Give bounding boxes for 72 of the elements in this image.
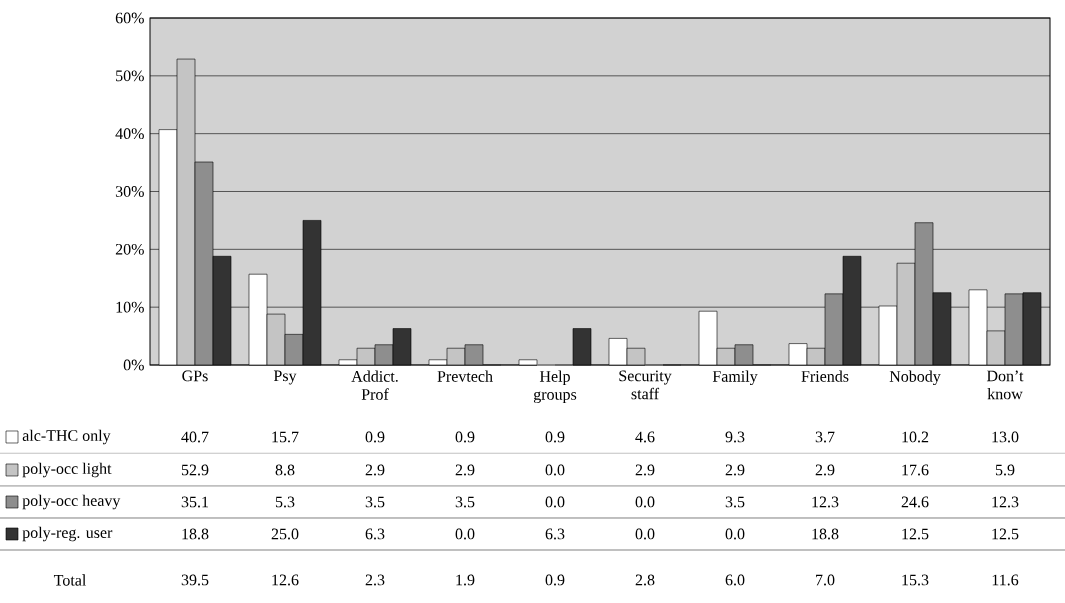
y-tick-label: 10% xyxy=(116,301,144,313)
text: Total xyxy=(53,574,87,586)
x-tick-label: Security staff xyxy=(619,370,672,400)
data-label: 3.5 xyxy=(365,496,385,508)
data-label: 9.3 xyxy=(725,431,745,443)
legend-label: alc-THC only xyxy=(22,429,111,445)
data-label: 40.7 xyxy=(181,431,209,443)
text: 12.6 xyxy=(272,574,299,586)
data-label: 0.0 xyxy=(545,464,565,476)
data-label: 0.0 xyxy=(725,528,745,540)
data-label: 2.9 xyxy=(365,464,385,476)
x-tick-label: Nobody xyxy=(889,370,941,386)
data-label: 0.0 xyxy=(545,496,565,508)
data-label: 12.3 xyxy=(992,496,1019,508)
x-tick-label: Prevtech xyxy=(437,370,493,382)
data-label: 52.9 xyxy=(181,464,209,476)
data-label: 13.0 xyxy=(992,431,1019,443)
text: 7.0 xyxy=(816,574,835,586)
x-tick-label: Addict. Prof xyxy=(351,370,398,400)
data-label: 24.6 xyxy=(901,496,929,508)
x-tick-label: GPs xyxy=(182,370,208,382)
legend-label: poly-occ heavy xyxy=(22,494,121,510)
data-label: 18.8 xyxy=(182,528,209,540)
data-label: 17.6 xyxy=(902,464,929,476)
text: 11.6 xyxy=(992,574,1019,586)
data-label: 4.6 xyxy=(635,431,655,443)
legend-label: poly-reg. user xyxy=(22,526,113,542)
data-label: 35.1 xyxy=(181,496,209,508)
data-label: 5.9 xyxy=(995,464,1015,476)
data-label: 18.8 xyxy=(812,528,839,540)
text: 1.9 xyxy=(456,574,475,586)
y-tick-label: 0% xyxy=(123,359,144,371)
data-label: 0.9 xyxy=(455,431,475,443)
text: 0.9 xyxy=(545,574,565,586)
text: 15.3 xyxy=(902,574,929,586)
data-label: 2.9 xyxy=(455,464,475,476)
data-label: 2.9 xyxy=(815,464,835,476)
data-label: 10.2 xyxy=(902,431,929,443)
data-label: 0.9 xyxy=(365,431,385,443)
data-label: 0.9 xyxy=(545,431,565,443)
data-label: 12.5 xyxy=(902,528,929,540)
data-label: 25.0 xyxy=(271,528,299,540)
text: 6.0 xyxy=(725,574,745,586)
data-label: 0.0 xyxy=(635,528,655,540)
x-tick-label: Psy xyxy=(273,370,297,385)
text: 2.8 xyxy=(635,574,655,586)
data-label: 3.5 xyxy=(455,496,475,508)
text: 39.5 xyxy=(181,574,209,586)
y-tick-label: 60% xyxy=(115,12,144,24)
data-label: 0.0 xyxy=(635,496,655,508)
data-label: 5.3 xyxy=(275,496,295,508)
x-tick-label: Family xyxy=(712,370,758,386)
data-label: 12.3 xyxy=(812,496,839,508)
data-label: 3.7 xyxy=(815,431,835,443)
data-label: 6.3 xyxy=(545,528,565,540)
y-tick-label: 30% xyxy=(115,186,144,197)
x-tick-label: Friends xyxy=(801,370,849,382)
data-label: 3.5 xyxy=(725,496,745,508)
y-tick-label: 40% xyxy=(115,128,144,140)
legend-label: poly-occ light xyxy=(22,462,112,478)
x-tick-label: Help groups xyxy=(533,370,577,404)
y-tick-label: 20% xyxy=(115,243,144,255)
data-label: 0.0 xyxy=(455,528,475,540)
data-label: 6.3 xyxy=(365,528,385,540)
text: 2.3 xyxy=(365,574,385,586)
y-tick-label: 50% xyxy=(116,70,144,82)
data-label: 2.9 xyxy=(725,464,745,476)
x-tick-label: Don’t know xyxy=(986,370,1024,400)
data-label: 8.8 xyxy=(275,464,295,476)
data-label: 2.9 xyxy=(635,464,655,476)
data-label: 12.5 xyxy=(992,528,1019,540)
data-label: 15.7 xyxy=(272,431,299,443)
